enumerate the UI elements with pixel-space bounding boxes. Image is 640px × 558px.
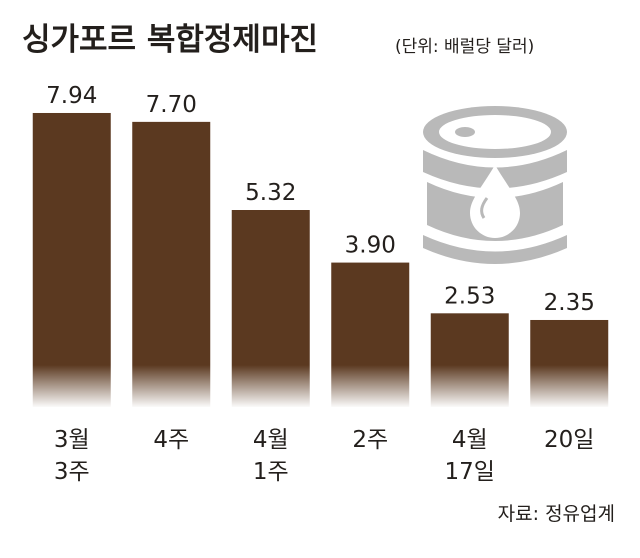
value-label: 7.94 [46, 83, 97, 109]
value-label: 5.32 [245, 180, 296, 206]
x-tick-label: 4월 17일 [445, 427, 495, 485]
x-tick-label: 3월 3주 [54, 427, 90, 485]
barrel-icon [423, 106, 567, 264]
bar-fade [429, 365, 510, 408]
x-tick-label: 2주 [352, 427, 388, 453]
bar [132, 121, 211, 407]
bar-fade [330, 365, 411, 408]
value-label: 3.90 [345, 233, 396, 259]
x-tick-label: 20일 [544, 427, 594, 453]
bar-fade [230, 365, 311, 408]
value-label: 2.53 [444, 283, 495, 309]
x-tick-label: 4주 [153, 427, 189, 453]
chart-title: 싱가포르 복합정제마진 [22, 22, 318, 58]
source: 자료: 정유업계 [498, 503, 615, 525]
chart-subtitle: (단위: 배럴당 달러) [395, 37, 534, 57]
x-tick-label: 4월 1주 [253, 427, 289, 485]
bar [32, 112, 111, 407]
value-label: 2.35 [544, 290, 595, 316]
bar-fade [31, 365, 112, 408]
value-label: 7.70 [146, 92, 197, 118]
bar-fade [529, 365, 610, 408]
bar-fade [131, 365, 212, 408]
